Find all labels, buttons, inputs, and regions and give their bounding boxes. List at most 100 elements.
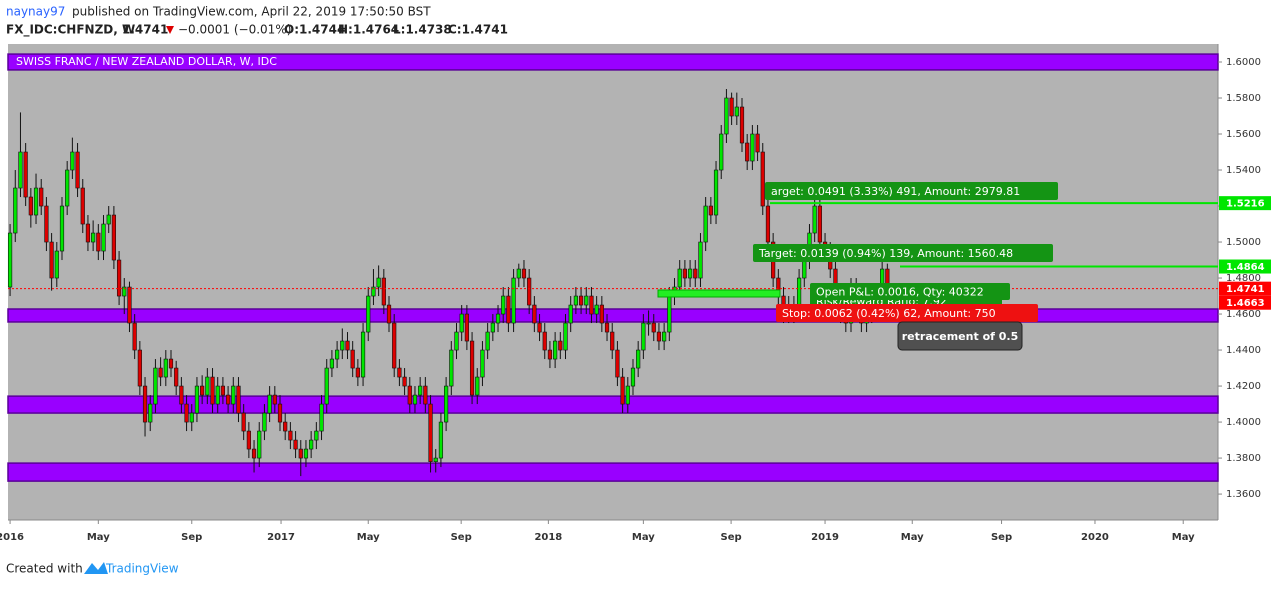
- annotation-box: [776, 304, 1038, 322]
- candle-body: [527, 277, 532, 306]
- candle-body: [802, 259, 807, 279]
- candle-body: [298, 448, 303, 459]
- candle-body: [220, 385, 226, 396]
- candle-body: [111, 214, 116, 261]
- candle-body: [656, 331, 662, 342]
- candle-body: [106, 214, 111, 225]
- candle-body: [345, 340, 350, 351]
- candle-body: [578, 295, 584, 306]
- candle-body: [205, 376, 210, 396]
- candle-body: [179, 385, 184, 405]
- candle-body: [584, 295, 589, 306]
- price-label: 1.4741: [1226, 284, 1265, 295]
- candle-body: [651, 322, 656, 333]
- annotation-text: retracement of 0.5: [902, 330, 1018, 343]
- candle-body: [708, 205, 713, 216]
- candle-body: [288, 430, 293, 441]
- candle-body: [402, 376, 407, 387]
- candle-body: [615, 349, 620, 378]
- candle-body: [589, 295, 594, 315]
- candle-body: [153, 367, 158, 405]
- candle-body: [428, 403, 433, 462]
- candle-body: [796, 277, 802, 306]
- candle-body: [750, 133, 755, 162]
- candle-body: [641, 322, 646, 351]
- y-tick-label: 1.3600: [1226, 489, 1261, 500]
- y-tick-label: 1.4000: [1226, 417, 1261, 428]
- candle-body: [765, 205, 771, 243]
- candle-body: [59, 205, 65, 252]
- x-tick-label: May: [1172, 532, 1195, 543]
- x-tick-label: 2016: [0, 532, 24, 543]
- candle-body: [215, 385, 220, 405]
- author[interactable]: naynay97: [6, 5, 65, 19]
- candle-body: [324, 367, 329, 405]
- zone: [7, 395, 1219, 414]
- published: published on TradingView.com, April 22, …: [72, 5, 431, 19]
- candle-body: [75, 151, 80, 189]
- candle-body: [241, 412, 246, 432]
- candle-body: [490, 322, 495, 333]
- symbol: FX_IDC:CHFNZD, W: [6, 23, 135, 38]
- candle-body: [480, 349, 485, 378]
- candle-body: [350, 349, 355, 369]
- price-label-box: [1219, 259, 1271, 274]
- candle-body: [573, 295, 578, 306]
- chart-title: SWISS FRANC / NEW ZEALAND DOLLAR, W, IDC: [16, 55, 277, 68]
- candle-body: [371, 286, 376, 297]
- plot-background: [8, 44, 1218, 520]
- candle-body: [558, 340, 563, 351]
- annotation-text: Open P&L: 0.0016, Qty: 40322: [816, 286, 984, 299]
- candle-body: [49, 241, 54, 279]
- candle-body: [23, 151, 28, 198]
- candle-body: [189, 412, 194, 423]
- annotation-text: Stop: 0.0062 (0.42%) 62, Amount: 750: [782, 307, 996, 320]
- candle-body: [734, 106, 739, 117]
- candle-body: [433, 457, 438, 462]
- candle-body: [636, 349, 641, 369]
- candle-body: [553, 340, 558, 360]
- candle-body: [158, 367, 163, 378]
- candle-body: [236, 385, 241, 414]
- candle-body: [355, 367, 360, 378]
- candle-body: [713, 169, 719, 216]
- plot-area: SWISS FRANC / NEW ZEALAND DOLLAR, W, IDC…: [0, 44, 1271, 543]
- footer-brand[interactable]: TradingView: [105, 562, 179, 576]
- candle-body: [210, 376, 215, 405]
- candle-body: [506, 295, 511, 324]
- candle-body: [91, 232, 96, 243]
- price-label: 1.4864: [1226, 262, 1265, 273]
- annotation-box: [765, 182, 1058, 200]
- zone: [7, 462, 1219, 482]
- candle-body: [412, 394, 418, 405]
- price-label: 1.4663: [1226, 298, 1265, 309]
- candle-body: [329, 358, 335, 369]
- candle-body: [163, 358, 168, 378]
- candle-body: [781, 295, 786, 306]
- footer-created: Created with: [6, 562, 83, 576]
- candle-body: [381, 277, 386, 306]
- candle-body: [28, 196, 33, 216]
- candle-body: [537, 322, 542, 333]
- candle-body: [469, 340, 475, 396]
- candle-body: [449, 349, 454, 387]
- candle-body: [267, 394, 272, 414]
- candle-body: [407, 385, 412, 405]
- close: C:1.4741: [448, 23, 508, 37]
- candle-body: [174, 367, 179, 387]
- candle-body: [568, 304, 573, 324]
- candle-body: [397, 367, 402, 378]
- last-price: 1.4741: [122, 23, 168, 37]
- candle-body: [127, 286, 132, 324]
- y-tick-label: 1.3800: [1226, 453, 1261, 464]
- y-tick-label: 1.5800: [1226, 93, 1261, 104]
- y-tick-label: 1.4400: [1226, 345, 1261, 356]
- price-label: 1.5216: [1226, 199, 1265, 210]
- candle-body: [142, 385, 148, 423]
- candle-body: [610, 331, 615, 351]
- candle-body: [262, 412, 267, 432]
- candle-body: [444, 385, 449, 423]
- x-tick-label: 2018: [534, 532, 562, 543]
- candle-body: [682, 268, 687, 279]
